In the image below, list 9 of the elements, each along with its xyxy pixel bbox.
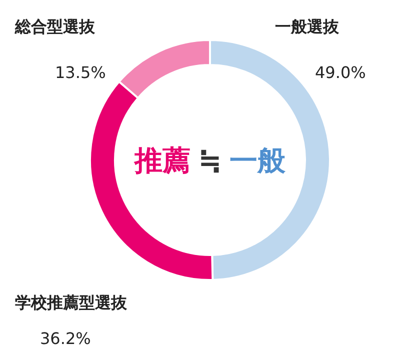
data-label: 13.5% [55, 63, 106, 82]
slice-label: 一般選抜 [275, 17, 340, 36]
data-label: 49.0% [315, 63, 366, 82]
text: 一般 [230, 144, 287, 177]
data-label: 36.2% [40, 329, 91, 348]
slice-label: 総合型選抜 [14, 17, 96, 36]
text: 推薦 [133, 144, 190, 177]
slice-label: 学校推薦型選抜 [15, 293, 128, 312]
text: ≒ [198, 144, 222, 177]
